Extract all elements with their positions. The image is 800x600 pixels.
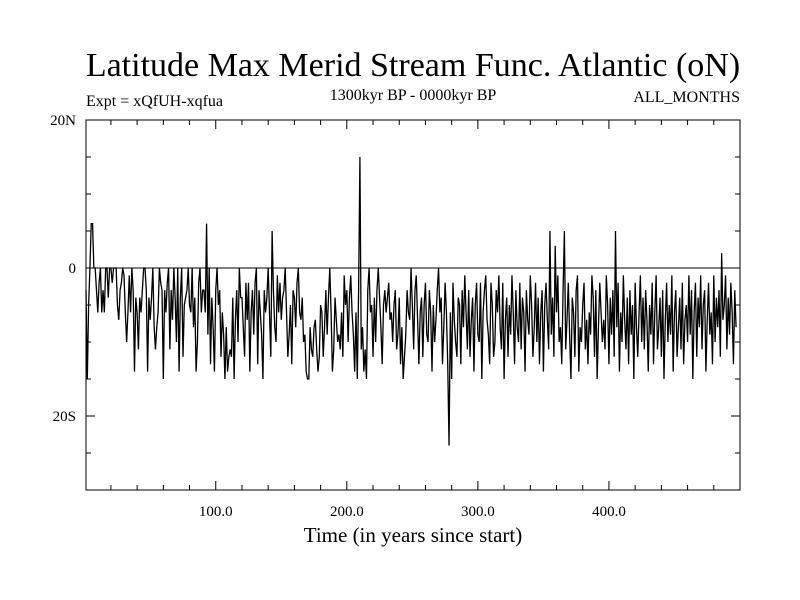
x-tick-label: 100.0 <box>199 504 233 520</box>
y-tick-label: 20N <box>50 113 76 129</box>
x-tick-label: 300.0 <box>461 504 495 520</box>
x-axis-label: Time (in years since start) <box>304 523 523 547</box>
x-axis: 100.0 200.0 300.0 400.0 <box>110 120 715 520</box>
months-label: ALL_MONTHS <box>633 89 740 106</box>
chart-title: Latitude Max Merid Stream Func. Atlantic… <box>86 47 740 84</box>
experiment-label: Expt = xQfUH-xqfua <box>86 93 223 110</box>
x-tick-label: 200.0 <box>330 504 364 520</box>
series-line <box>85 156 737 446</box>
x-tick-label: 400.0 <box>592 504 626 520</box>
time-range-label: 1300kyr BP - 0000kyr BP <box>330 87 497 104</box>
y-tick-label: 20S <box>53 409 76 425</box>
y-tick-label: 0 <box>69 261 77 277</box>
y-axis: 20N 0 20S <box>50 113 740 454</box>
